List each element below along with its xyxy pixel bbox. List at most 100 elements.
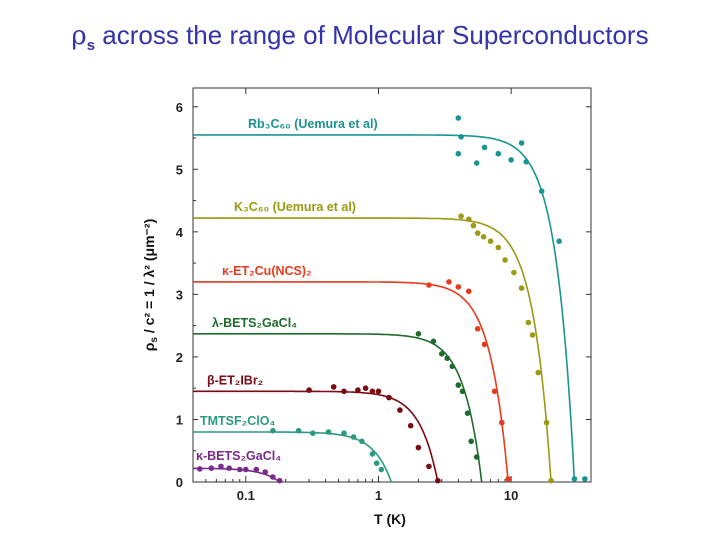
- data-point: [226, 465, 232, 472]
- data-point: [430, 338, 437, 345]
- data-point: [415, 331, 422, 337]
- y-tick-label: 2: [176, 350, 183, 365]
- data-point: [458, 134, 464, 140]
- data-point: [455, 382, 462, 388]
- data-point: [449, 363, 456, 370]
- data-point: [464, 410, 471, 417]
- data-point: [548, 477, 554, 484]
- data-point: [538, 188, 545, 194]
- x-tick-label: 1: [375, 488, 382, 503]
- series-label: K₃C₆₀ (Uemura et al): [234, 200, 356, 214]
- data-point: [243, 466, 249, 473]
- y-tick-label: 6: [176, 100, 183, 115]
- data-point: [543, 419, 550, 426]
- data-point: [499, 419, 505, 426]
- data-point: [495, 150, 502, 157]
- data-point: [262, 469, 269, 475]
- series-curve: [193, 134, 576, 483]
- data-point: [473, 454, 480, 460]
- data-point: [466, 216, 472, 223]
- data-point: [535, 369, 541, 376]
- data-point: [426, 282, 432, 288]
- data-point: [270, 474, 276, 480]
- data-point: [359, 438, 365, 445]
- data-point: [480, 234, 487, 240]
- data-point: [208, 465, 215, 472]
- x-axis-title: T (K): [374, 511, 406, 527]
- data-point: [455, 150, 462, 157]
- data-point: [502, 257, 508, 263]
- data-point: [386, 394, 392, 401]
- data-point: [459, 388, 466, 395]
- data-point: [470, 222, 477, 229]
- data-point: [276, 477, 283, 484]
- data-point: [415, 444, 422, 451]
- y-axis-title-subscript: s: [149, 337, 160, 343]
- y-tick-label: 5: [176, 162, 183, 177]
- series-label: β-ET₂IBr₂: [207, 373, 263, 387]
- data-point: [582, 476, 588, 482]
- series-label: TMTSF₂ClO₄: [200, 414, 275, 428]
- y-tick-label: 4: [176, 225, 184, 240]
- data-point: [505, 476, 512, 482]
- data-point: [474, 230, 481, 236]
- plot-frame: [192, 87, 592, 483]
- x-tick-label: 0.1: [237, 488, 255, 503]
- data-point: [491, 388, 498, 395]
- data-point: [487, 238, 494, 244]
- data-point: [218, 463, 224, 470]
- data-point: [473, 160, 480, 166]
- y-tick-label: 1: [176, 412, 183, 427]
- data-point: [455, 284, 462, 290]
- data-point: [444, 355, 451, 362]
- data-point: [310, 430, 316, 437]
- data-point: [529, 332, 536, 338]
- y-axis-title-rest: / c² = 1 / λ² (μm⁻²): [141, 219, 157, 337]
- data-point: [495, 244, 502, 251]
- slide-title: ρs across the range of Molecular Superco…: [0, 20, 720, 54]
- data-point: [525, 319, 532, 326]
- x-tick-label: 10: [504, 488, 518, 503]
- data-point: [439, 351, 445, 357]
- data-point: [571, 476, 578, 482]
- title-symbol: ρ: [71, 21, 87, 51]
- data-point: [426, 463, 432, 470]
- data-point: [325, 429, 332, 435]
- data-point: [355, 387, 361, 393]
- data-point: [369, 388, 376, 395]
- data-point: [341, 388, 347, 395]
- series-label: κ-BETS₂GaCl₄: [196, 449, 281, 463]
- series-label: κ-ET₂Cu(NCS)₂: [222, 264, 312, 278]
- data-point: [435, 477, 441, 484]
- data-point: [481, 341, 488, 348]
- data-point: [518, 140, 525, 146]
- data-point: [362, 385, 369, 392]
- data-point: [523, 159, 529, 165]
- title-text: across the range of Molecular Supercondu…: [95, 20, 649, 50]
- data-point: [518, 285, 525, 291]
- series-label: λ-BETS₂GaCl₄: [212, 316, 297, 330]
- data-point: [253, 466, 260, 473]
- data-point: [474, 326, 481, 332]
- data-point: [373, 460, 380, 467]
- series-curve: [193, 217, 552, 483]
- data-point: [350, 434, 357, 440]
- data-point: [511, 269, 517, 276]
- data-point: [481, 144, 488, 151]
- data-point: [197, 466, 203, 472]
- data-point: [508, 157, 514, 163]
- data-point: [458, 213, 464, 219]
- y-tick-label: 0: [176, 475, 183, 490]
- data-point: [295, 427, 302, 434]
- y-tick-label: 3: [176, 287, 183, 302]
- data-point: [270, 427, 276, 434]
- data-point: [466, 288, 472, 295]
- data-point: [375, 388, 382, 395]
- data-point: [556, 238, 562, 244]
- data-point: [330, 384, 337, 390]
- series-curve: [193, 431, 393, 483]
- series-curve: [193, 390, 439, 483]
- data-point: [455, 115, 462, 121]
- data-point: [306, 387, 312, 393]
